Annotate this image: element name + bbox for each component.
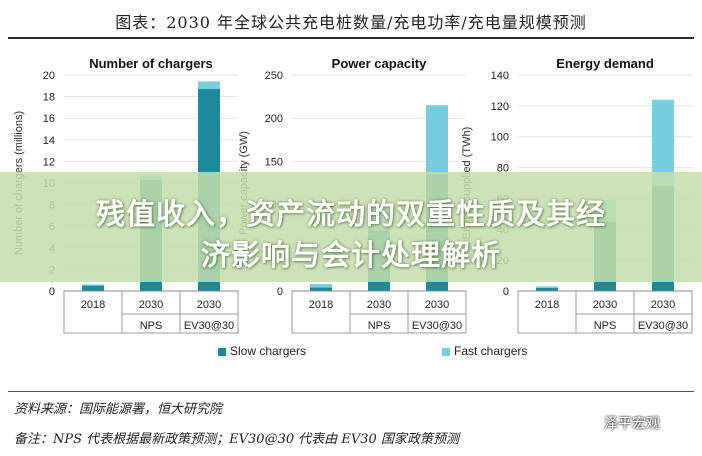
watermark: 泽平宏观 [586,413,660,433]
x-tick-label-2-1: 2030 [367,299,391,311]
x-subtick-label-3-1: NPS [594,320,617,332]
y-tick-label-1-9: 18 [43,92,55,104]
legend: Slow chargers Fast chargers [0,344,702,364]
y-tick-label-1-6: 12 [43,156,55,168]
remark-note: 备注：NPS 代表根据最新政策预测；EV30@30 代表由 EV30 国家政策预… [14,432,459,447]
legend-swatch-fast [442,347,450,356]
y-tick-label-1-7: 14 [43,135,55,147]
legend-label-fast: Fast chargers [454,344,528,358]
y-tick-label-3-7: 140 [491,70,509,82]
y-tick-label-3-0: 0 [503,286,509,298]
bar-2-0-fast [310,284,332,288]
x-tick-label-1-2: 2030 [197,299,221,311]
x-tick-label-3-2: 2030 [651,299,675,311]
y-tick-label-2-0: 0 [277,286,283,298]
wechat-icon [586,420,600,429]
legend-swatch-slow [218,347,226,356]
y-tick-label-1-8: 16 [43,113,55,125]
x-subtick-label-2-1: NPS [368,320,391,332]
banner-headline-line2: 济影响与会计处理解析 [200,238,501,272]
notes-divider [8,391,694,392]
y-tick-label-2-4: 200 [265,113,283,125]
legend-item-fast: Fast chargers [442,344,527,358]
bar-1-0-fast [82,284,104,286]
bar-2-0-slow [310,287,332,291]
y-tick-label-1-0: 0 [49,286,55,298]
banner-headline-line1: 残值收入，资产流动的双重性质及其经 [95,197,606,231]
y-tick-label-1-10: 20 [43,70,55,82]
x-tick-label-2-0: 2018 [309,299,333,311]
x-subtick-label-2-2: EV30@30 [412,320,462,332]
y-tick-label-3-6: 120 [491,101,509,113]
x-subtick-label-3-2: EV30@30 [638,320,688,332]
source-note: 资料来源：国际能源署，恒大研究院 [14,402,223,417]
page-title: 图表：2030 年全球公共充电桩数量/充电功率/充电量规模预测 [115,13,587,32]
legend-item-slow: Slow chargers [218,344,306,358]
x-tick-label-1-1: 2030 [139,299,163,311]
bar-2-2-fast [426,105,448,175]
bar-1-2-fast [198,81,220,90]
y-tick-label-2-5: 250 [265,70,283,82]
chart-title-3: Energy demand [556,56,654,71]
y-tick-label-3-4: 80 [497,163,509,175]
overlay-banner [0,172,702,282]
bar-3-0-slow [536,287,558,291]
x-tick-label-3-1: 2030 [593,299,617,311]
bar-1-0-slow [82,285,104,291]
chart-title-2: Power capacity [332,56,427,71]
watermark-text: 泽平宏观 [604,415,660,431]
title-divider [8,37,694,39]
y-tick-label-2-3: 150 [265,156,283,168]
x-tick-label-2-2: 2030 [425,299,449,311]
x-tick-label-1-0: 2018 [81,299,105,311]
x-tick-label-3-0: 2018 [535,299,559,311]
x-subtick-label-1-1: NPS [140,320,163,332]
bar-3-2-fast [652,99,674,187]
chart-title-1: Number of chargers [89,56,213,71]
bar-3-0-fast [536,286,558,288]
x-subtick-label-1-2: EV30@30 [184,320,234,332]
legend-label-slow: Slow chargers [230,344,307,358]
y-tick-label-3-5: 100 [491,132,509,144]
